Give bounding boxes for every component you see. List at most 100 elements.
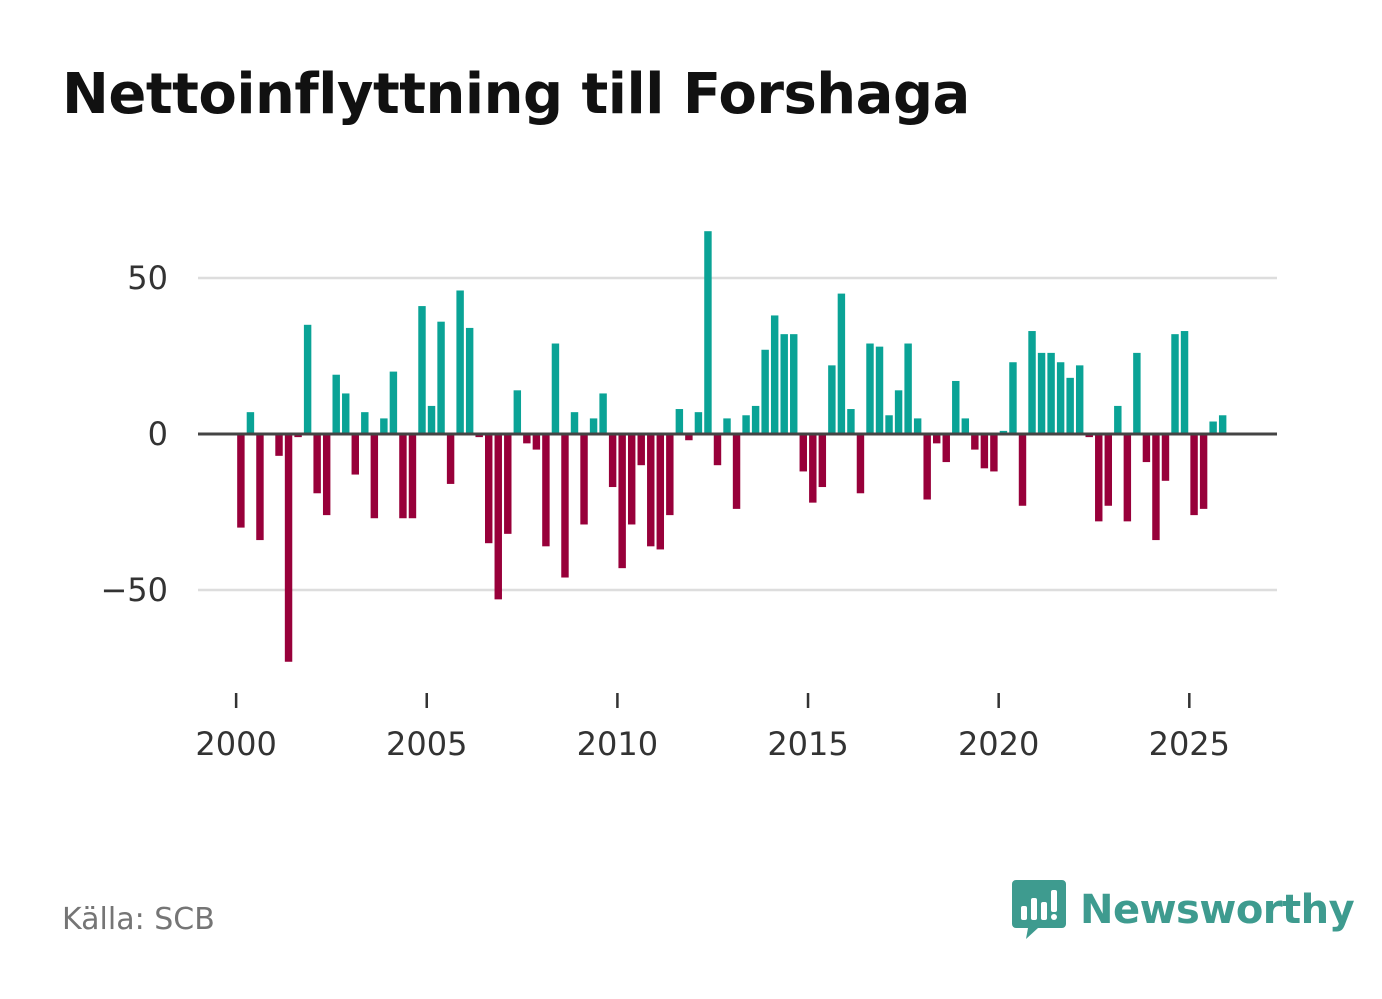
bar — [1095, 434, 1103, 522]
bar — [589, 418, 598, 434]
bar — [1133, 352, 1141, 434]
bar — [656, 434, 665, 550]
bar — [1161, 434, 1170, 481]
bar — [751, 405, 760, 434]
bar — [465, 327, 474, 434]
bar — [847, 409, 855, 434]
y-tick-label: 50 — [127, 259, 168, 297]
bar — [818, 434, 827, 488]
x-tick-label: 2025 — [1149, 725, 1230, 763]
bar — [694, 412, 703, 434]
bar — [513, 390, 522, 434]
bar — [418, 306, 426, 434]
bar — [485, 434, 493, 544]
bar — [580, 434, 588, 525]
bar — [1199, 434, 1208, 509]
bar — [523, 434, 531, 444]
bar — [1018, 434, 1027, 506]
bar — [313, 434, 321, 494]
bar — [1047, 352, 1055, 434]
x-tick-label: 2015 — [767, 725, 848, 763]
bar — [437, 321, 445, 434]
bar — [999, 430, 1008, 434]
bar — [570, 412, 579, 434]
bar — [504, 434, 512, 534]
bar — [370, 434, 379, 519]
x-tick-label: 2020 — [958, 725, 1039, 763]
bar — [275, 434, 283, 456]
bar — [866, 343, 874, 434]
bar — [837, 293, 846, 434]
bar — [389, 371, 398, 434]
bar — [399, 434, 407, 519]
bar — [761, 349, 769, 434]
bar — [675, 409, 684, 434]
bar — [1218, 415, 1227, 434]
bar — [1009, 362, 1017, 434]
bar — [351, 434, 359, 475]
bar — [1190, 434, 1198, 516]
bar — [246, 412, 255, 434]
bar — [532, 434, 541, 450]
bar — [732, 434, 741, 509]
bar — [904, 343, 912, 434]
bar — [551, 343, 560, 434]
bar — [856, 434, 865, 494]
bar — [284, 434, 293, 662]
chart-title: Nettoinflyttning till Forshaga — [62, 62, 970, 127]
bar — [980, 434, 989, 469]
bar — [685, 434, 693, 441]
bar — [618, 434, 626, 569]
bar — [666, 434, 674, 516]
bar — [894, 390, 903, 434]
bar — [1114, 405, 1122, 434]
bar — [932, 434, 941, 444]
bar — [828, 365, 836, 434]
x-axis: 2000 2005 2010 2015 2020 2025 — [195, 693, 1230, 763]
bar — [294, 434, 302, 438]
source-note: Källa: SCB — [62, 902, 215, 937]
grid-lines — [198, 276, 1277, 592]
bar — [475, 434, 483, 438]
bar — [1180, 331, 1189, 434]
y-axis-labels: 50 0 −50 — [100, 259, 168, 609]
bar — [361, 412, 369, 434]
bar — [770, 315, 779, 434]
bar — [599, 393, 607, 434]
bar — [456, 290, 464, 434]
bars — [237, 231, 1227, 662]
x-tick-label: 2005 — [386, 725, 467, 763]
bar — [647, 434, 655, 547]
bar — [408, 434, 417, 519]
bar — [790, 334, 798, 434]
bar — [990, 434, 998, 472]
bar — [256, 434, 264, 541]
bar — [742, 415, 750, 434]
bar — [1152, 434, 1160, 541]
bar — [608, 434, 617, 488]
bar — [809, 434, 817, 503]
bar — [342, 393, 350, 434]
bar — [1209, 421, 1217, 434]
x-tick-label: 2000 — [195, 725, 276, 763]
bar — [780, 334, 788, 434]
newsworthy-logo[interactable]: Newsworthy — [1012, 880, 1355, 940]
bar — [875, 346, 884, 434]
brand-name: Newsworthy — [1080, 887, 1355, 933]
bar — [561, 434, 569, 578]
bar — [1142, 434, 1151, 463]
bar — [713, 434, 722, 466]
bar — [1075, 365, 1084, 434]
bar — [427, 405, 436, 434]
bar — [446, 434, 455, 484]
bar — [1037, 352, 1046, 434]
bar — [723, 418, 731, 434]
bar — [1056, 362, 1065, 434]
bar — [952, 380, 960, 434]
bar — [923, 434, 931, 500]
bar — [303, 324, 312, 434]
y-tick-label: −50 — [100, 571, 168, 609]
bar — [1171, 334, 1179, 434]
bar — [1085, 434, 1093, 438]
